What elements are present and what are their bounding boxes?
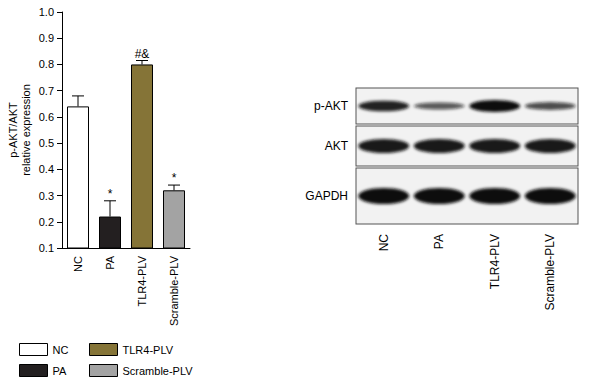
svg-text:*: * <box>108 187 113 201</box>
svg-text:GAPDH: GAPDH <box>305 189 348 203</box>
svg-text:p-AKT/AKT: p-AKT/AKT <box>7 102 19 158</box>
svg-text:NC: NC <box>377 234 391 252</box>
svg-text:Scramble-PLV: Scramble-PLV <box>543 234 557 310</box>
svg-text:PA: PA <box>53 365 68 377</box>
svg-text:0.7: 0.7 <box>39 85 54 97</box>
svg-text:0.4: 0.4 <box>39 163 54 175</box>
svg-text:0.5: 0.5 <box>39 137 54 149</box>
svg-text:*: * <box>172 171 177 185</box>
svg-text:Scramble-PLV: Scramble-PLV <box>123 365 194 377</box>
svg-text:0.2: 0.2 <box>39 216 54 228</box>
svg-text:NC: NC <box>72 256 84 272</box>
svg-text:0.1: 0.1 <box>39 242 54 254</box>
svg-text:AKT: AKT <box>325 139 349 153</box>
svg-text:NC: NC <box>53 344 69 356</box>
svg-text:p-AKT: p-AKT <box>314 99 349 113</box>
svg-text:0.8: 0.8 <box>39 58 54 70</box>
svg-text:PA: PA <box>432 234 446 249</box>
svg-text:Scramble-PLV: Scramble-PLV <box>168 255 180 326</box>
svg-text:0.3: 0.3 <box>39 190 54 202</box>
svg-text:#&: #& <box>135 47 150 61</box>
svg-text:TLR4-PLV: TLR4-PLV <box>123 344 174 356</box>
svg-text:0.6: 0.6 <box>39 111 54 123</box>
svg-text:0.9: 0.9 <box>39 32 54 44</box>
svg-text:relative expression: relative expression <box>20 84 32 176</box>
svg-text:PA: PA <box>104 255 116 270</box>
svg-text:TLR4-PLV: TLR4-PLV <box>488 234 502 289</box>
svg-text:TLR4-PLV: TLR4-PLV <box>136 255 148 306</box>
svg-text:1.0: 1.0 <box>39 6 54 18</box>
